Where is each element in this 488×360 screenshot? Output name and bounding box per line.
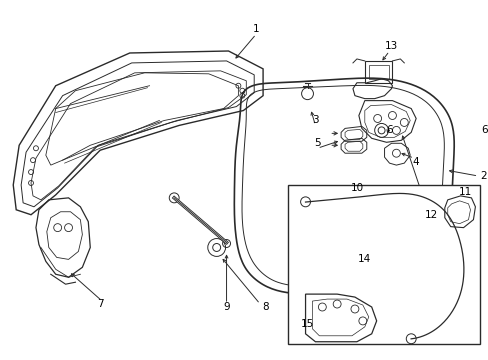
Text: 4: 4 [412,157,419,167]
Text: 12: 12 [424,210,437,220]
Text: 8: 8 [262,302,269,312]
Text: 11: 11 [458,187,471,197]
Text: 6: 6 [386,125,392,135]
Bar [287,185,479,344]
Bar [364,61,392,83]
Bar [368,65,387,79]
Text: 6: 6 [480,125,487,135]
Text: 9: 9 [223,302,229,312]
Text: 5: 5 [313,138,320,148]
Text: 10: 10 [349,183,363,193]
Text: 7: 7 [97,299,103,309]
Text: 14: 14 [357,255,371,264]
Text: 1: 1 [252,24,259,34]
Text: 2: 2 [479,171,486,181]
Text: 15: 15 [300,319,313,329]
Text: 13: 13 [384,41,397,51]
Text: 3: 3 [311,116,318,126]
